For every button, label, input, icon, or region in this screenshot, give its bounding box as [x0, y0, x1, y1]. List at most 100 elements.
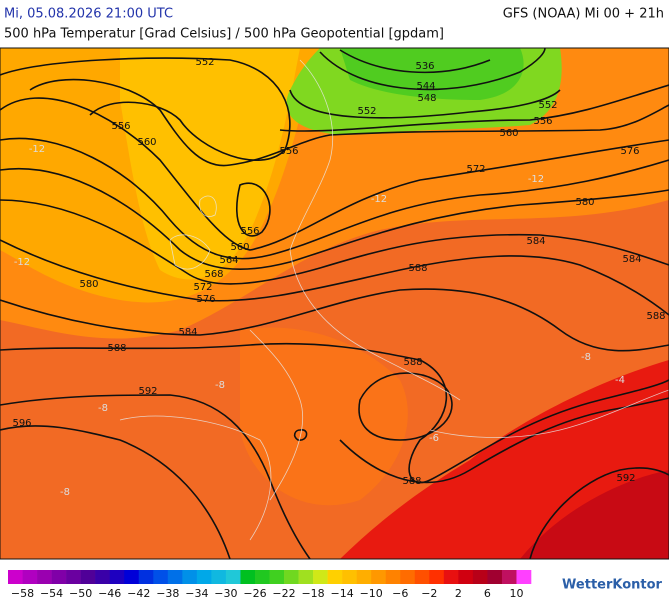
- contour-label: 564: [219, 255, 238, 266]
- temperature-label: -8: [98, 403, 108, 414]
- contour-label: 552: [538, 100, 557, 111]
- datetime: Mi, 05.08.2026 21:00 UTC: [4, 7, 173, 22]
- legend-label: −46: [98, 587, 121, 600]
- contour-label: 592: [138, 386, 157, 397]
- legend-swatch: [167, 570, 183, 584]
- subtitle: 500 hPa Temperatur [Grad Celsius] / 500 …: [4, 27, 444, 42]
- legend-swatch: [487, 570, 503, 584]
- contour-label: 588: [107, 343, 126, 354]
- contour-label: 596: [12, 418, 31, 429]
- legend-swatch: [66, 570, 81, 584]
- temp-region: [520, 470, 669, 559]
- legend-swatch: [516, 570, 532, 584]
- legend-swatch: [458, 570, 474, 584]
- legend-swatch: [501, 570, 517, 584]
- legend-label: −2: [421, 587, 437, 600]
- contour-label: 548: [417, 93, 436, 104]
- legend-swatch: [95, 570, 110, 584]
- contour-label: 560: [230, 242, 249, 253]
- legend-label: 10: [509, 587, 523, 600]
- contour-label: 584: [178, 327, 197, 338]
- contour-label: 580: [575, 197, 594, 208]
- legend-label: −58: [11, 587, 34, 600]
- legend-label: −26: [243, 587, 266, 600]
- temperature-label: -12: [528, 174, 544, 185]
- contour-label: 536: [415, 61, 434, 72]
- model-run: GFS (NOAA) Mi 00 + 21h: [503, 7, 664, 22]
- legend-label: −10: [360, 587, 383, 600]
- legend-label: −6: [392, 587, 408, 600]
- legend-swatch: [313, 570, 328, 584]
- legend-swatch: [342, 570, 357, 584]
- contour-label: 568: [204, 269, 223, 280]
- coastlines: [119, 59, 669, 541]
- contour-label: 576: [196, 294, 215, 305]
- legend-label: −42: [127, 587, 150, 600]
- legend-label: −34: [185, 587, 208, 600]
- contour-label: 580: [79, 279, 98, 290]
- contour-label: 572: [466, 164, 485, 175]
- temperature-label: -8: [581, 352, 591, 363]
- legend-swatch: [109, 570, 125, 584]
- temperature-label: -8: [60, 487, 70, 498]
- legend-swatch: [138, 570, 154, 584]
- contour-label: 588: [646, 311, 665, 322]
- legend-swatch: [472, 570, 488, 584]
- temperature-label: -6: [429, 433, 439, 444]
- legend-label: −50: [69, 587, 92, 600]
- contour-label: 560: [499, 128, 518, 139]
- legend-label: −54: [40, 587, 63, 600]
- legend-swatch: [385, 570, 401, 584]
- legend-swatch: [22, 570, 38, 584]
- legend-label: 2: [455, 587, 462, 600]
- contour-label: 588: [408, 263, 427, 274]
- legend-swatch: [211, 570, 227, 584]
- contour-label: 552: [195, 57, 214, 68]
- contour-label: 592: [616, 473, 635, 484]
- contour-label: 588: [402, 476, 421, 487]
- temperature-label: -4: [615, 375, 625, 386]
- legend-swatch: [327, 570, 343, 584]
- legend-swatch: [196, 570, 212, 584]
- legend-label: −14: [331, 587, 354, 600]
- temperature-label: -12: [14, 257, 30, 268]
- legend-swatch: [225, 570, 241, 584]
- legend-swatch: [298, 570, 314, 584]
- legend-label: −38: [156, 587, 179, 600]
- legend-swatch: [182, 570, 198, 584]
- contour-label: 572: [193, 282, 212, 293]
- legend-swatch: [80, 570, 96, 584]
- legend-swatch: [37, 570, 52, 584]
- legend-swatch: [429, 570, 445, 584]
- contour-label: 544: [416, 81, 435, 92]
- contour-label: 584: [526, 236, 545, 247]
- legend-label: −30: [214, 587, 237, 600]
- temperature-label: -8: [215, 380, 225, 391]
- legend-label: −18: [301, 587, 324, 600]
- contour-label: 552: [357, 106, 376, 117]
- contour-label: 556: [111, 121, 130, 132]
- legend-swatch: [443, 570, 459, 584]
- contour-label: 588: [403, 357, 422, 368]
- contour-label: 576: [620, 146, 639, 157]
- contour-label: 556: [533, 116, 552, 127]
- map-area: 552 5365445485525525565565605565605765725…: [0, 48, 669, 559]
- temperature-label: -12: [371, 194, 387, 205]
- legend-swatch: [284, 570, 299, 584]
- legend-swatch: [124, 570, 140, 584]
- legend-swatch: [153, 570, 169, 584]
- logo: WetterKontor: [562, 578, 663, 593]
- contour-label: 584: [622, 254, 641, 265]
- temp-region: [340, 48, 524, 100]
- geopotential-contours: [0, 48, 669, 559]
- legend-swatch: [269, 570, 285, 584]
- contour-label: 556: [279, 146, 298, 157]
- legend-swatch: [414, 570, 430, 584]
- legend-swatch: [371, 570, 387, 584]
- legend-swatch: [400, 570, 416, 584]
- legend-label: 6: [484, 587, 491, 600]
- contour-label: 556: [240, 226, 259, 237]
- legend-swatch: [254, 570, 270, 584]
